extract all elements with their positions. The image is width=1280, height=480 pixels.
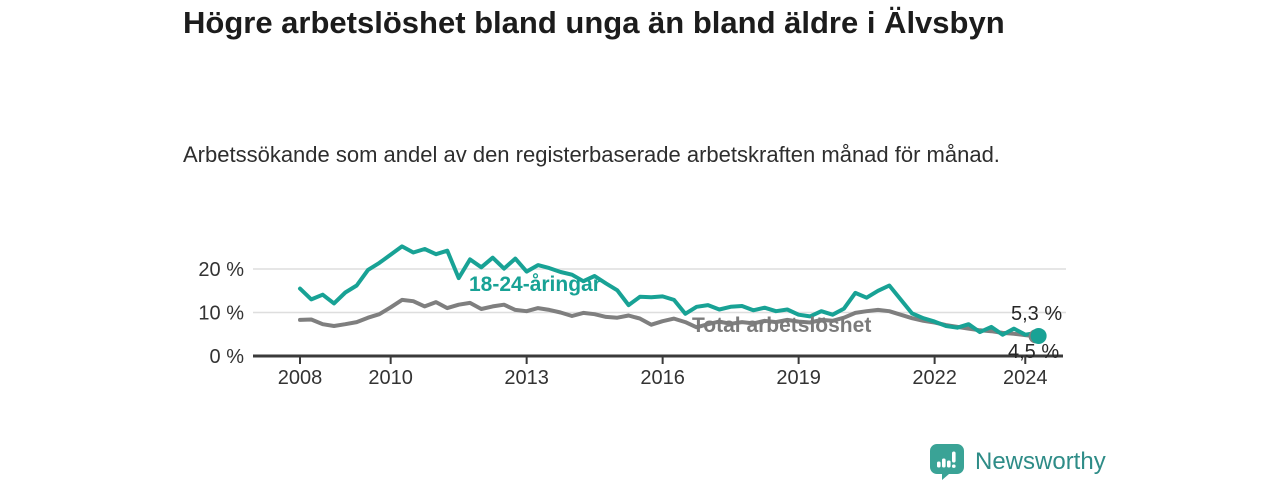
young-end-dot <box>1030 327 1047 344</box>
y-tick-label: 0 % <box>210 346 245 368</box>
series-label-total: Total arbetslöshet <box>692 314 872 337</box>
y-tick-label: 10 % <box>198 303 244 325</box>
x-tick-label: 2008 <box>278 367 323 389</box>
total-series-line <box>298 297 1039 339</box>
x-tick-label: 2024 <box>1003 367 1048 389</box>
x-tick-label: 2013 <box>504 367 549 389</box>
young-series-line <box>298 244 1039 337</box>
end-value-label-young: 5,3 % <box>1011 303 1063 325</box>
chart-title: Högre arbetslöshet bland unga än bland ä… <box>183 5 1005 40</box>
x-tick-label: 2010 <box>368 367 413 389</box>
y-tick-label: 20 % <box>198 259 244 281</box>
x-tick-label: 2016 <box>640 367 685 389</box>
newsworthy-brand: Newsworthy <box>929 443 1106 480</box>
brand-name: Newsworthy <box>975 447 1106 475</box>
bar-chart-speech-bubble-icon <box>930 444 964 480</box>
chart-subtitle: Arbetssökande som andel av den registerb… <box>183 142 1000 167</box>
x-tick-label: 2019 <box>776 367 821 389</box>
x-tick-label: 2022 <box>912 367 957 389</box>
end-value-label-total: 4,5 % <box>1008 341 1060 363</box>
series-label-young: 18-24-åringar <box>469 273 601 296</box>
